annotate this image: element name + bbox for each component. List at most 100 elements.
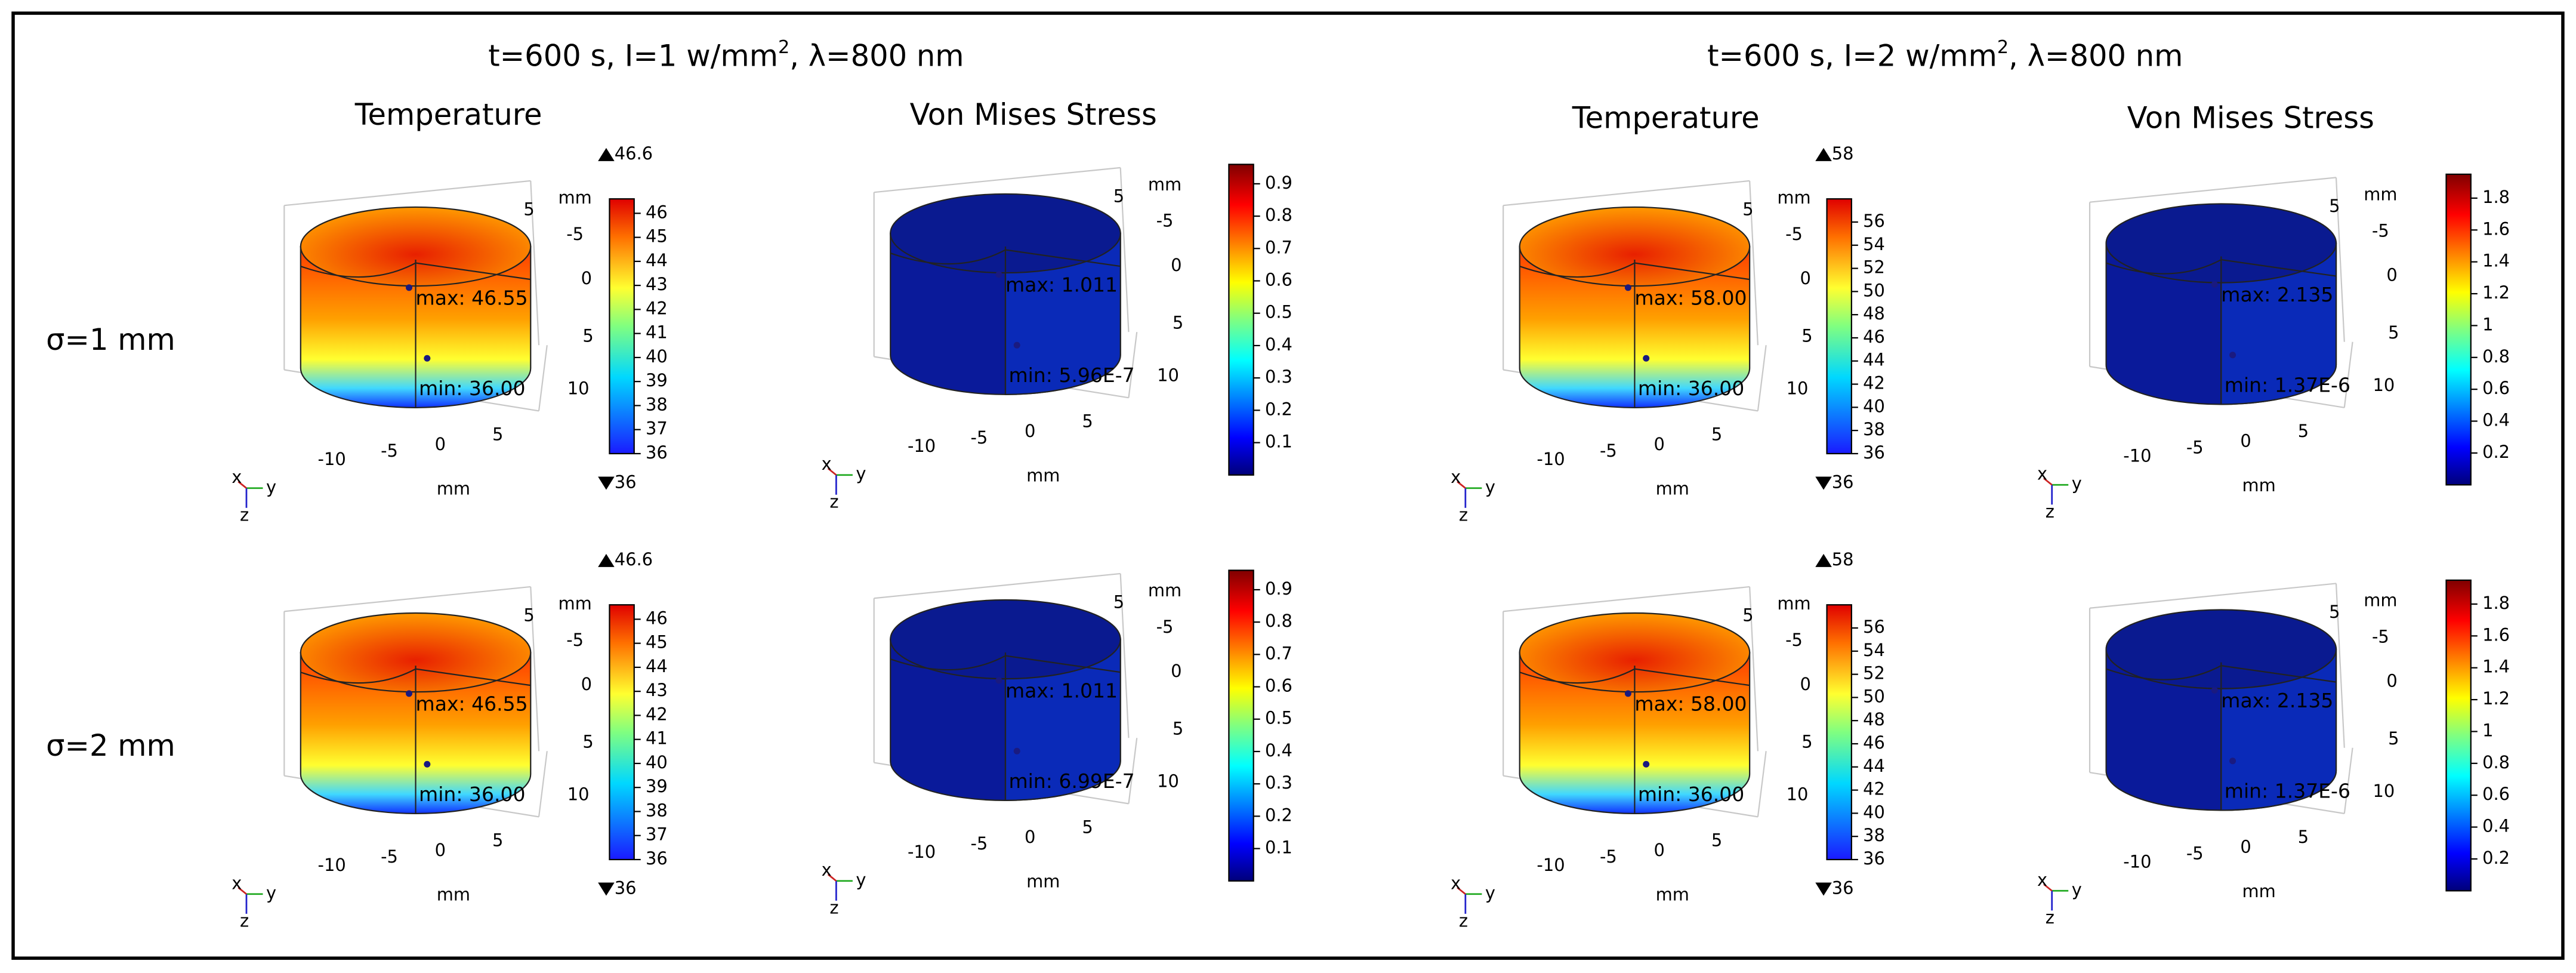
triad-label: y [266,883,276,903]
grid-line [1128,738,1138,804]
group-title: t=600 s, I=1 w/mm2, λ=800 nm [488,36,964,73]
layer-line [300,262,531,281]
colorbar-tick-label: 46 [646,202,668,222]
colorbar-tick-label: 38 [646,800,668,820]
max-dot [995,677,1002,684]
max-dot [1624,284,1631,291]
layer-line [2106,664,2337,683]
min-label: min: 5.96E-7 [1008,364,1134,387]
colorbar [1228,569,1254,882]
axis-unit: mm [2242,881,2275,901]
colorbar-tick-label: 48 [1863,303,1885,324]
triad-x [827,873,837,882]
axis-tick-label: 0 [435,840,446,860]
colorbar-tick-label: 52 [1863,257,1885,278]
min-dot [1643,355,1650,362]
axis-unit: mm [2242,475,2275,495]
triad-label: x [232,873,242,893]
panel: max: 1.011 min: 5.96E-7 5 -5 0 5 10 mm -10 -5 0 5 mm… [822,167,1183,512]
axis-tick-label: -10 [1537,855,1565,875]
triad-label: z [2046,907,2054,928]
max-dot [2211,281,2218,288]
triad-label: x [2037,870,2047,890]
column-title: Temperature [1572,101,1760,136]
axis-tick-label: 5 [1173,718,1183,738]
axis-unit: mm [1777,593,1810,614]
triad-label: y [2072,473,2082,494]
triad-label: z [829,898,838,918]
max-dot [406,690,413,697]
axis-tick-label: 0 [1171,255,1181,275]
panel: max: 46.55 min: 36.00 5 -5 0 5 10 mm -10 -5 0 5 mm x y… [232,180,594,525]
colorbar-tick-label: 0.6 [1265,270,1292,290]
max-triangle [598,553,615,567]
axis-tick-label: -5 [566,630,584,650]
grid-line [2089,583,2337,609]
colorbar-tick-label: 48 [1863,709,1885,729]
colorbar-tick-label: 40 [1863,396,1885,416]
min-dot [1013,341,1020,349]
grid-line [530,586,540,752]
max-dot [2211,686,2218,694]
axis-tick-label: 10 [2373,781,2395,801]
max-triangle [1815,147,1832,161]
axis-tick-label: 0 [435,434,446,454]
axis-unit: mm [1026,465,1060,485]
colorbar-tick-label: 36 [1863,848,1885,869]
grid-line [1503,586,1750,612]
axis-tick-label: -10 [908,436,936,456]
max-dot [1624,690,1631,697]
colorbar-tick-label: 0.8 [1265,205,1292,225]
colorbar-tick-label: 1.6 [2482,624,2510,645]
colorbar-tick-label: 0.2 [2482,848,2510,868]
triad-x [1457,481,1466,489]
grid-line [1503,180,1750,207]
axis-tick-label: 0 [2240,431,2251,451]
min-dot [2229,352,2236,359]
colorbar-tick-label: 42 [1863,373,1885,393]
colorbar-tick-label: 44 [1863,350,1885,370]
max-label: max: 1.011 [1005,679,1118,703]
axis-tick-label: -5 [381,441,398,461]
axis-tick-label: 5 [1113,592,1124,612]
max-dot [406,284,413,291]
axis-tick-label: 0 [581,268,592,288]
colorbar-tick-label: 0.2 [1265,805,1292,825]
grid-line [874,167,1121,193]
triad-label: y [856,870,866,890]
axis-tick-label: 10 [1787,784,1809,805]
axis-tick-label: 5 [1711,424,1722,445]
colorbar-tick-label: 50 [1863,686,1885,706]
colorbar-tick-label: 44 [646,656,668,676]
axis-tick-label: 5 [2329,196,2340,216]
colorbar-tick-label: 1.2 [2482,688,2510,709]
min-dot [424,760,431,768]
axis-tick-label: 0 [2386,265,2397,285]
layer-line [2106,258,2337,277]
colorbar-tick-label: 0.3 [1265,772,1292,793]
grid-line [1749,586,1759,752]
colorbar-tick-label: 45 [646,226,668,247]
axis-tick-label: -10 [318,855,346,875]
grid-line [2343,341,2353,408]
colorbar-tick-label: 38 [1863,419,1885,439]
axis-tick-label: 0 [1025,421,1035,441]
axis-unit: mm [558,593,591,614]
max-triangle [598,147,615,161]
colorbar-tick-label: 43 [646,680,668,700]
colorbar-tick-label: 1.4 [2482,657,2510,677]
min-label: min: 1.37E-6 [2225,374,2350,397]
row-label: σ=1 mm [46,322,175,357]
triad-label: x [232,467,242,487]
colorbar [609,198,635,455]
axis-tick-label: -5 [2186,438,2204,458]
axis-tick-label: -5 [1785,630,1803,650]
axis-tick-label: 5 [582,325,593,346]
axis-tick-label: 0 [1654,434,1665,454]
colorbar-max: 58 [1832,143,1854,164]
colorbar-max: 46.6 [615,549,653,569]
colorbar-tick-label: 0.8 [2482,346,2510,367]
max-label: max: 1.011 [1005,273,1118,297]
triad-label: y [2072,879,2082,900]
grid-line [284,586,531,612]
